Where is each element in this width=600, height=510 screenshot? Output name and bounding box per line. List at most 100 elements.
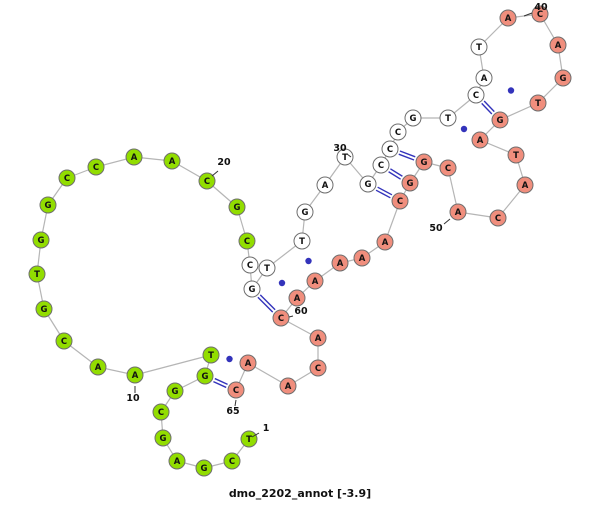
nucleotide-letter: G (41, 305, 48, 315)
pair-bond-double (213, 381, 227, 389)
nucleotide-circle[interactable] (39, 196, 57, 214)
nucleotide-circle[interactable] (28, 265, 46, 283)
nucleotide-circle[interactable] (331, 254, 349, 272)
nucleotide-letter: T (476, 43, 482, 53)
nucleotide-circle[interactable] (202, 346, 220, 364)
position-label: 20 (217, 157, 231, 168)
pair-bond-double (483, 100, 495, 113)
nucleotide-letter: C (445, 164, 451, 174)
nucleotide-circle[interactable] (87, 158, 105, 176)
nucleotide-circle[interactable] (293, 232, 311, 250)
nucleotide-circle[interactable] (89, 358, 107, 376)
nucleotide-circle[interactable] (228, 198, 246, 216)
nucleotide-letter: T (208, 351, 214, 361)
nucleotide-circle[interactable] (516, 176, 534, 194)
position-label: 65 (226, 406, 239, 417)
nucleotide-circle[interactable] (279, 377, 297, 395)
nucleotide-circle[interactable] (126, 366, 144, 384)
nucleotide-circle[interactable] (238, 232, 256, 250)
nucleotide-circle[interactable] (152, 403, 170, 421)
nucleotide-circle[interactable] (309, 359, 327, 377)
nucleotide-circle[interactable] (439, 159, 457, 177)
nucleotide-letter: G (302, 208, 309, 218)
nucleotide-circle[interactable] (239, 354, 257, 372)
nucleotide-circle[interactable] (507, 146, 525, 164)
pair-bond-double (377, 186, 393, 196)
nucleotide-circle[interactable] (55, 332, 73, 350)
nucleotide-letter: C (93, 163, 99, 173)
nucleotide-circle[interactable] (404, 109, 422, 127)
nucleotide-circle[interactable] (376, 233, 394, 251)
nucleotide-circle[interactable] (439, 109, 457, 127)
nucleotide-circle[interactable] (198, 172, 216, 190)
nucleotide-circle[interactable] (467, 86, 485, 104)
position-tick (346, 153, 352, 158)
position-tick (288, 315, 294, 318)
nucleotide-circle[interactable] (353, 249, 371, 267)
nucleotide-letter: A (505, 14, 512, 24)
nucleotide-circle[interactable] (227, 381, 245, 399)
nucleotide-circle[interactable] (359, 175, 377, 193)
nucleotide-letter: A (174, 457, 181, 467)
nucleotide-circle[interactable] (241, 256, 259, 274)
nucleotide-circle[interactable] (449, 203, 467, 221)
nucleotide-circle[interactable] (529, 94, 547, 112)
nucleotide-circle[interactable] (243, 280, 261, 298)
nucleotide-circle[interactable] (391, 192, 409, 210)
nucleotide-circle[interactable] (372, 156, 390, 174)
nucleotide-circle[interactable] (499, 9, 517, 27)
pair-bond-dot (226, 355, 233, 363)
nucleotide-letter: A (132, 371, 139, 381)
nucleotide-letter: G (234, 203, 241, 213)
nucleotide-circle[interactable] (154, 429, 172, 447)
nucleotide-circle[interactable] (491, 111, 509, 129)
nucleotide-circle[interactable] (531, 5, 549, 23)
nucleotide-letter: T (246, 435, 252, 445)
nucleotide-circle[interactable] (471, 131, 489, 149)
position-tick (234, 399, 237, 407)
nucleotide-letter: G (38, 236, 45, 246)
nucleotide-circle[interactable] (470, 38, 488, 56)
nucleotide-circle[interactable] (223, 452, 241, 470)
nucleotide-circle[interactable] (381, 140, 399, 158)
nucleotide-circle[interactable] (258, 259, 276, 277)
nucleotide-circle[interactable] (32, 231, 50, 249)
nucleotide-circle[interactable] (166, 382, 184, 400)
nucleotide-circle[interactable] (309, 329, 327, 347)
nucleotide-circle[interactable] (288, 289, 306, 307)
nucleotide-letter: G (497, 116, 504, 126)
position-label: 60 (294, 306, 308, 317)
nucleotide-letter: C (233, 386, 239, 396)
nucleotide-letter: C (204, 177, 210, 187)
nucleotide-letter: G (202, 372, 209, 382)
position-label: 50 (429, 223, 443, 234)
nucleotide-circle[interactable] (389, 123, 407, 141)
nucleotide-circle[interactable] (168, 452, 186, 470)
nucleotide-circle[interactable] (58, 169, 76, 187)
nucleotide-letter: G (201, 464, 208, 474)
nucleotide-circle[interactable] (196, 367, 214, 385)
nucleotide-letter: A (555, 41, 562, 51)
nucleotide-circle[interactable] (554, 69, 572, 87)
backbone-segment (134, 354, 212, 376)
position-tick (443, 218, 451, 225)
nucleotide-circle[interactable] (415, 153, 433, 171)
nucleotide-circle[interactable] (35, 300, 53, 318)
nucleotide-letter: A (382, 238, 389, 248)
nucleotide-circle[interactable] (125, 148, 143, 166)
nucleotide-circle[interactable] (475, 69, 493, 87)
nucleotide-circle[interactable] (272, 309, 290, 327)
pair-bond-double (390, 168, 403, 177)
nucleotide-circle[interactable] (306, 272, 324, 290)
nucleotide-circle[interactable] (163, 152, 181, 170)
nucleotide-circle[interactable] (195, 459, 213, 477)
pair-bond-dot (305, 257, 312, 265)
nucleotide-circle[interactable] (401, 174, 419, 192)
nucleotide-circle[interactable] (489, 209, 507, 227)
nucleotide-circle[interactable] (316, 176, 334, 194)
nucleotide-circle[interactable] (240, 430, 258, 448)
pair-bond-dot (278, 279, 286, 287)
nucleotide-circle[interactable] (336, 148, 354, 166)
nucleotide-circle[interactable] (296, 203, 314, 221)
nucleotide-circle[interactable] (549, 36, 567, 54)
